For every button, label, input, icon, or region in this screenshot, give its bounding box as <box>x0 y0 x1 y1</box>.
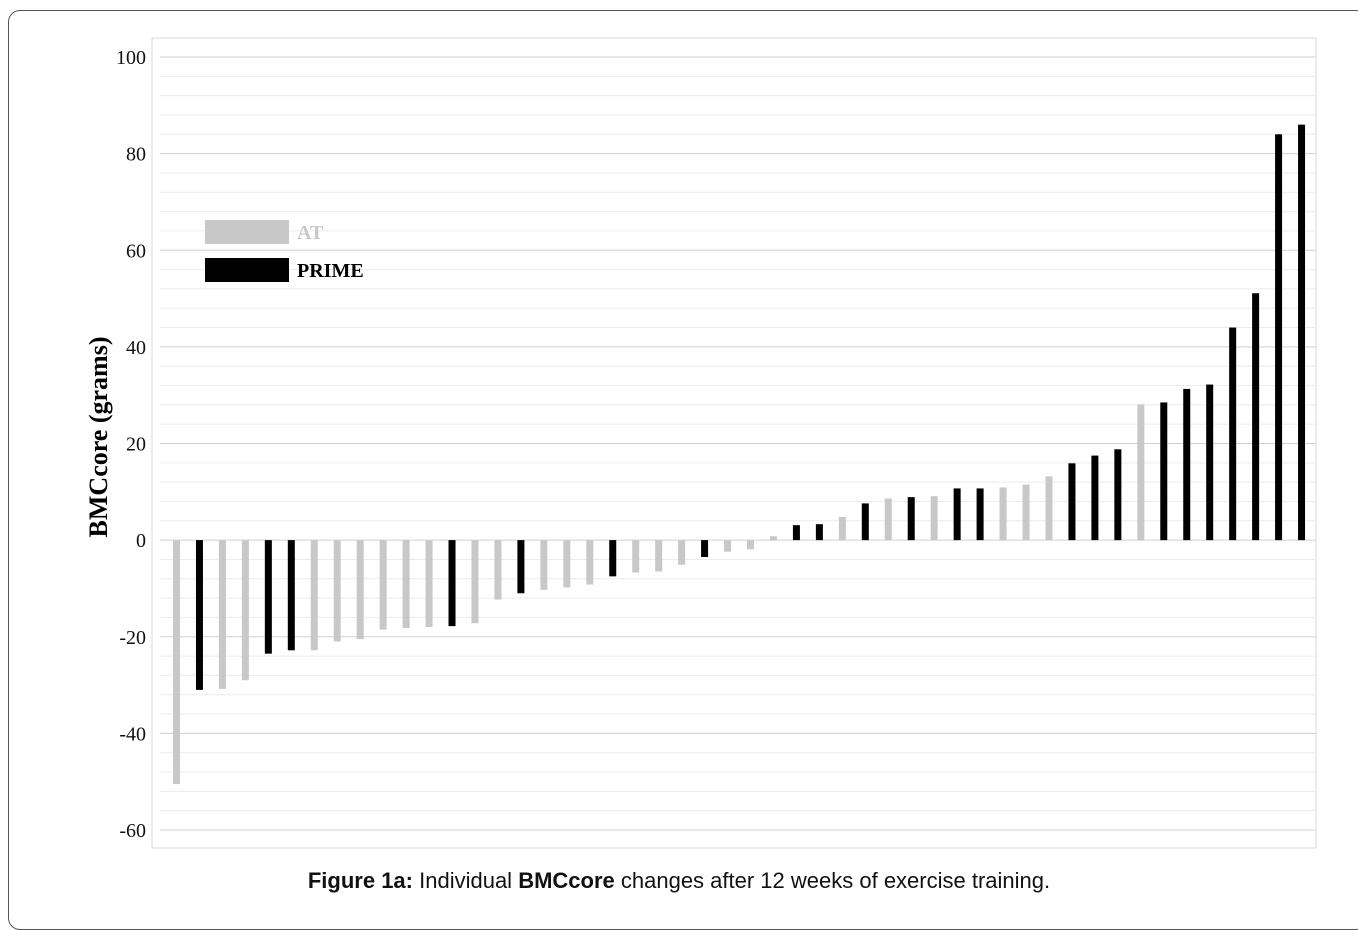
bar-at <box>540 540 548 590</box>
bar-prime <box>907 497 915 541</box>
bar-prime <box>976 488 984 541</box>
bar-prime <box>861 503 869 541</box>
bar-at <box>402 540 410 629</box>
bar-at <box>241 540 249 681</box>
y-tick-label: -20 <box>119 627 146 649</box>
y-tick-label: 40 <box>126 337 146 359</box>
bar-at <box>1022 484 1030 541</box>
caption-post: changes after 12 weeks of exercise train… <box>614 868 1051 893</box>
bar-at <box>632 540 640 573</box>
legend-label-prime: PRIME <box>297 260 364 282</box>
bar-at <box>999 487 1007 541</box>
bar-at <box>310 540 318 651</box>
bar-prime <box>264 540 272 654</box>
chart-grid <box>151 37 1317 849</box>
figure-caption: Figure 1a: Individual BMCcore changes af… <box>0 868 1358 894</box>
y-tick-label: 0 <box>136 530 146 552</box>
bar-at <box>838 516 846 541</box>
bar-prime <box>195 540 203 690</box>
bars <box>173 124 1306 785</box>
bar-at <box>425 540 433 628</box>
bar-prime <box>1160 402 1168 541</box>
bar-at <box>1137 404 1145 541</box>
bar-prime <box>517 540 525 594</box>
bar-at <box>586 540 594 585</box>
bar-prime <box>1114 449 1122 541</box>
bar-prime <box>953 488 961 541</box>
bar-at <box>930 496 938 541</box>
bar-at <box>1045 476 1053 541</box>
bar-at <box>494 540 502 600</box>
bar-prime <box>1091 455 1099 541</box>
bar-at <box>471 540 479 624</box>
bar-at <box>356 540 364 640</box>
legend: AT PRIME <box>205 220 364 282</box>
bar-prime <box>1298 124 1306 541</box>
bar-at <box>173 540 180 785</box>
bar-prime <box>448 540 456 627</box>
caption-pre: Individual <box>413 868 519 893</box>
y-tick-label: 100 <box>116 47 146 69</box>
bar-at <box>747 540 754 550</box>
y-tick-label: 60 <box>126 240 146 262</box>
legend-swatch-prime <box>205 258 289 282</box>
bar-chart: 100 80 60 40 20 0 -20 -40 -60 BMCcore (grams) AT… <box>84 37 1317 849</box>
y-tick-labels: 100 80 60 40 20 0 -20 -40 -60 <box>116 47 146 842</box>
caption-bold: BMCcore <box>518 868 615 893</box>
bar-at <box>724 540 732 552</box>
bar-at <box>218 540 226 689</box>
bar-at <box>769 536 777 541</box>
bar-at <box>678 540 686 565</box>
legend-label-at: AT <box>297 222 324 244</box>
bar-prime <box>1275 134 1283 541</box>
bar-prime <box>287 540 295 651</box>
bar-prime <box>701 540 709 558</box>
y-tick-label: 80 <box>126 144 146 166</box>
bar-prime <box>609 540 617 577</box>
y-tick-label: -60 <box>119 820 146 842</box>
bar-at <box>563 540 571 588</box>
bar-prime <box>1252 293 1260 541</box>
bar-at <box>333 540 341 642</box>
y-tick-label: -40 <box>119 723 146 745</box>
y-axis-label: BMCcore (grams) <box>84 337 113 538</box>
bar-prime <box>1229 327 1237 541</box>
bar-at <box>884 498 892 541</box>
caption-prefix: Figure 1a: <box>307 868 413 893</box>
bar-at <box>379 540 387 630</box>
bar-at <box>655 540 663 572</box>
bar-prime <box>1068 463 1076 541</box>
y-tick-label: 20 <box>126 434 146 456</box>
bar-prime <box>815 524 823 541</box>
bar-prime <box>1183 388 1191 541</box>
bar-prime <box>792 525 800 541</box>
legend-swatch-at <box>205 220 289 244</box>
bar-prime <box>1206 384 1214 541</box>
